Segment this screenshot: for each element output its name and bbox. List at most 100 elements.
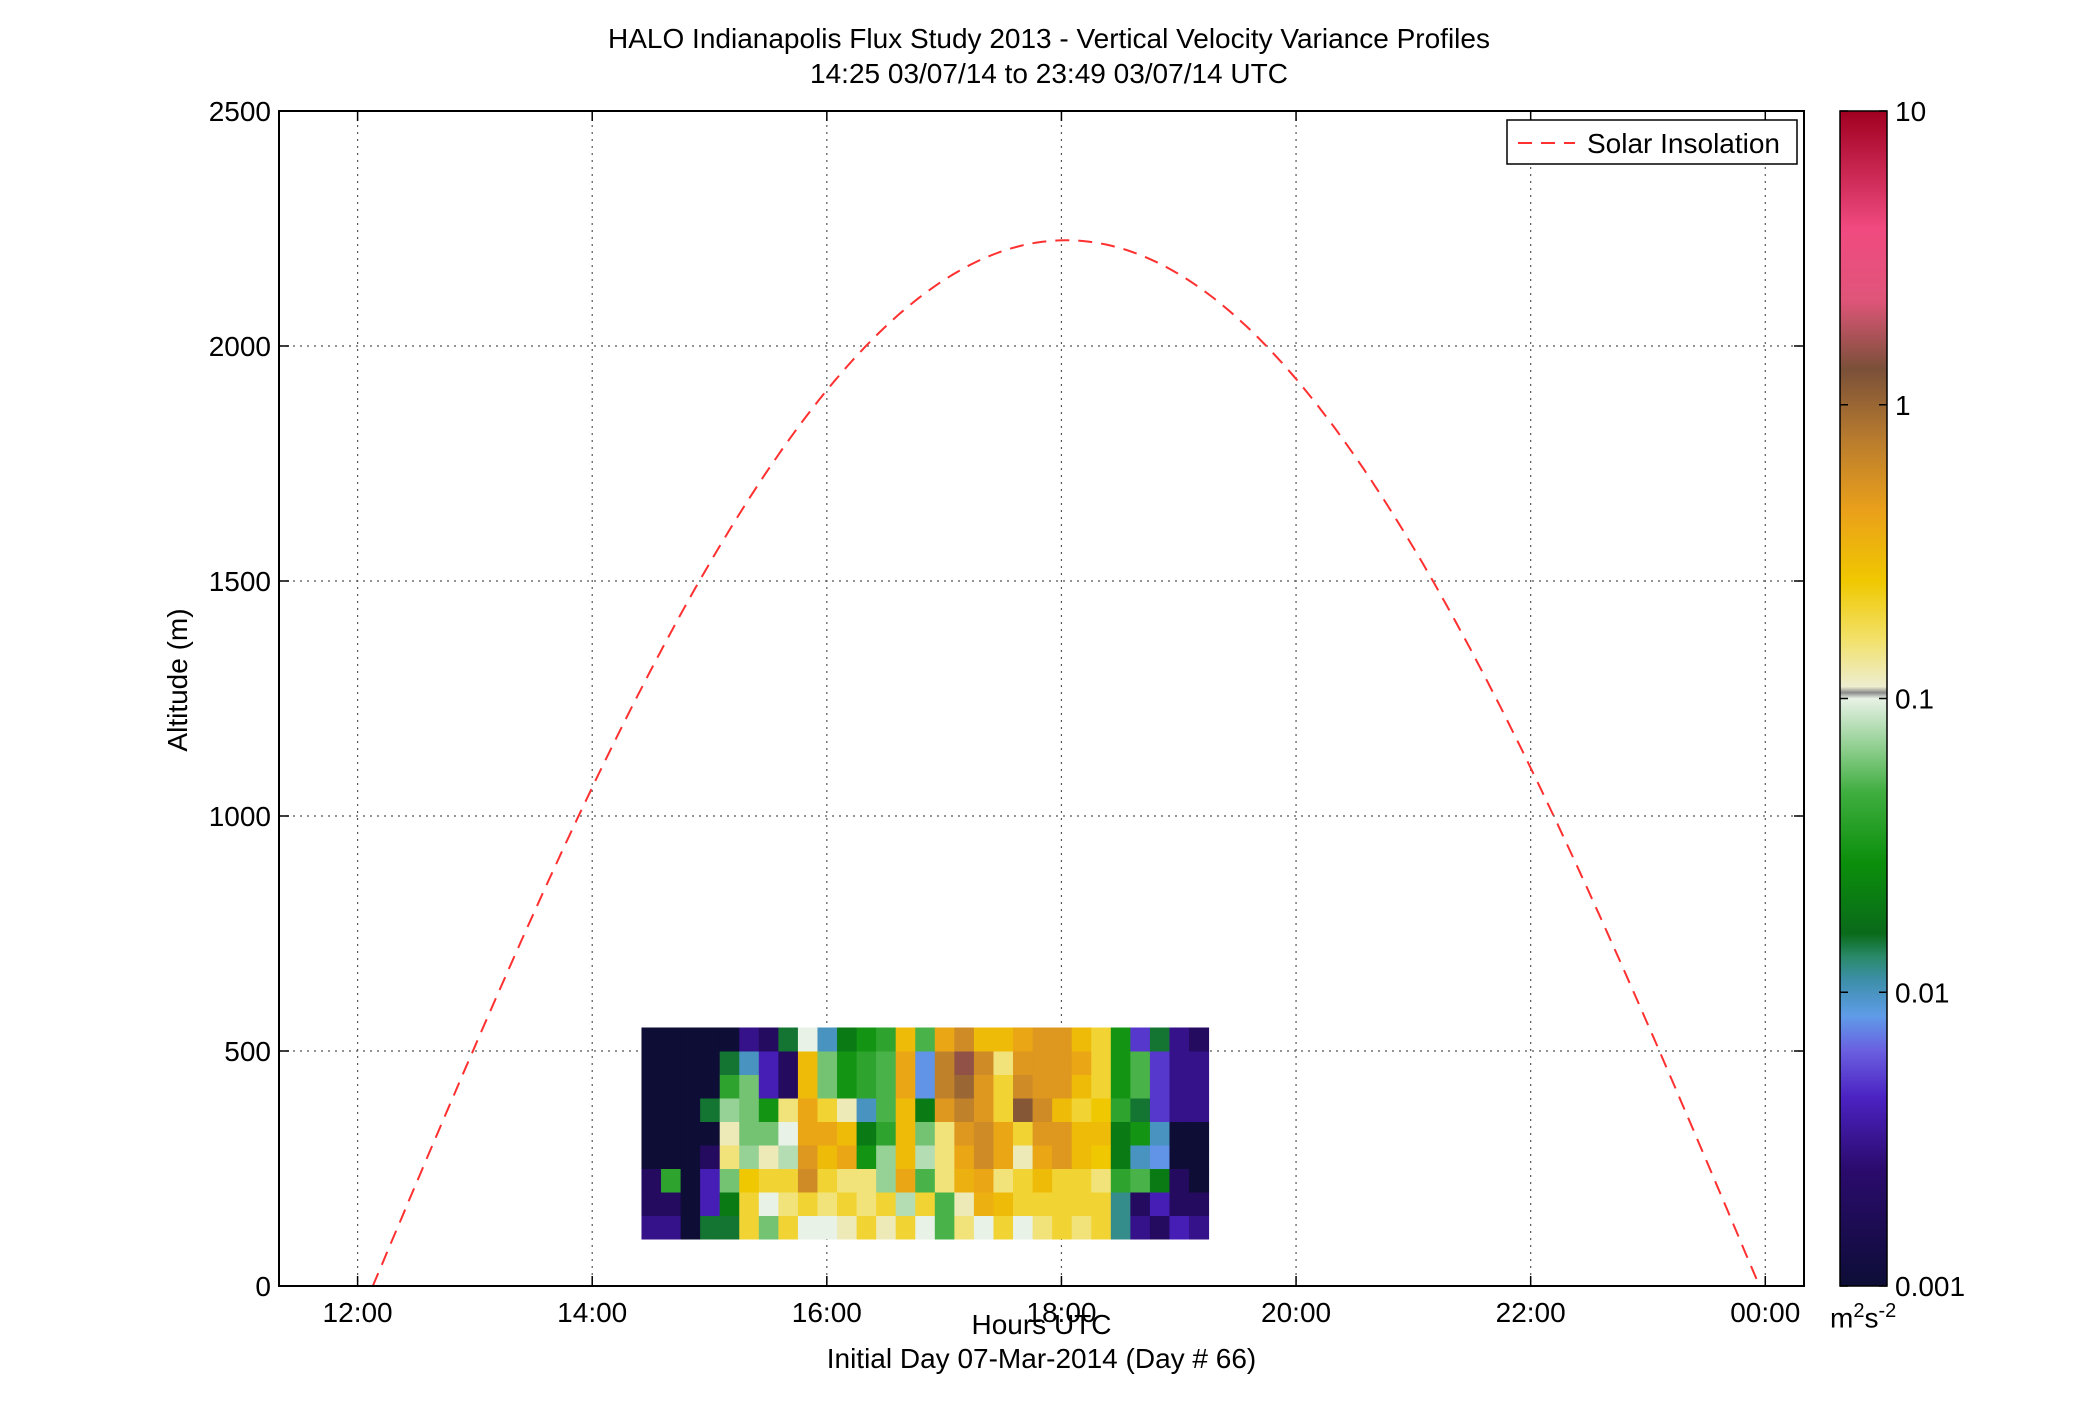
heatmap-cell (797, 1074, 818, 1099)
initial-day-label: Initial Day 07-Mar-2014 (Day # 66) (826, 1343, 1257, 1374)
x-tick-label: 14:00 (557, 1297, 627, 1328)
heatmap-cell (1130, 1051, 1151, 1075)
heatmap-cell (1032, 1098, 1053, 1122)
heatmap-cell (641, 1027, 662, 1052)
heatmap-cell (876, 1215, 897, 1240)
heatmap-cell (758, 1192, 779, 1216)
heatmap-cell (934, 1192, 955, 1216)
heatmap-cell (1052, 1215, 1073, 1240)
heatmap-cell (1091, 1168, 1112, 1193)
heatmap-cell (739, 1215, 760, 1240)
heatmap-cell (680, 1098, 701, 1122)
heatmap-cell (1130, 1215, 1151, 1240)
heatmap-cell (680, 1074, 701, 1099)
heatmap-cell (876, 1027, 897, 1052)
heatmap-cell (758, 1074, 779, 1099)
heatmap-cell (1091, 1192, 1112, 1216)
heatmap-cell (993, 1215, 1014, 1240)
heatmap-cell (1013, 1168, 1034, 1193)
heatmap-cell (1052, 1051, 1073, 1075)
heatmap-cell (1032, 1074, 1053, 1099)
heatmap-cell (1091, 1027, 1112, 1052)
chart-title: HALO Indianapolis Flux Study 2013 - Vert… (608, 23, 1490, 54)
heatmap-cell (1110, 1168, 1131, 1193)
chart-subtitle: 14:25 03/07/14 to 23:49 03/07/14 UTC (810, 58, 1288, 89)
heatmap-cell (934, 1215, 955, 1240)
heatmap-cell (1032, 1215, 1053, 1240)
heatmap-cell (1013, 1121, 1034, 1146)
heatmap-cell (758, 1051, 779, 1075)
heatmap-cell (1052, 1074, 1073, 1099)
heatmap-cell (954, 1168, 975, 1193)
heatmap-cell (1032, 1168, 1053, 1193)
heatmap-cell (993, 1145, 1014, 1169)
heatmap-cell (1013, 1027, 1034, 1052)
heatmap-cell (1071, 1027, 1092, 1052)
heatmap-cell (700, 1051, 721, 1075)
y-tick-label: 1000 (209, 801, 271, 832)
heatmap-cell (1052, 1145, 1073, 1169)
heatmap-cell (973, 1215, 994, 1240)
heatmap-cell (954, 1051, 975, 1075)
heatmap-cell (1149, 1051, 1170, 1075)
heatmap-cell (1130, 1027, 1151, 1052)
heatmap-cell (817, 1098, 838, 1122)
heatmap-cell (1052, 1168, 1073, 1193)
heatmap-cell (876, 1051, 897, 1075)
heatmap-cell (837, 1098, 858, 1122)
heatmap-cell (1032, 1192, 1053, 1216)
heatmap-cell (1149, 1074, 1170, 1099)
heatmap-cell (1189, 1027, 1210, 1052)
heatmap-cell (661, 1145, 682, 1169)
heatmap-cell (719, 1215, 740, 1240)
heatmap-cell (1149, 1027, 1170, 1052)
heatmap-cell (758, 1027, 779, 1052)
legend-box: Solar Insolation (1506, 119, 1798, 165)
heatmap-cell (661, 1192, 682, 1216)
heatmap-cell (1189, 1121, 1210, 1146)
axes: 12:00 14:00 16:00 18:00 20:00 22:00 00:00 0 500 1… (209, 96, 1804, 1328)
heatmap-cell (817, 1051, 838, 1075)
heatmap-cell (954, 1192, 975, 1216)
y-tick-label: 2000 (209, 331, 271, 362)
heatmap-cell (934, 1145, 955, 1169)
heatmap-cell (1169, 1168, 1190, 1193)
heatmap-cell (1110, 1192, 1131, 1216)
heatmap-cell (700, 1215, 721, 1240)
heatmap-cell (954, 1121, 975, 1146)
heatmap-cell (1130, 1168, 1151, 1193)
heatmap-cell (797, 1192, 818, 1216)
heatmap-cell (817, 1121, 838, 1146)
heatmap-cell (993, 1121, 1014, 1146)
heatmap-cell (719, 1192, 740, 1216)
heatmap-cell (954, 1145, 975, 1169)
heatmap-cell (1071, 1051, 1092, 1075)
heatmap-cell (1189, 1145, 1210, 1169)
heatmap-cell (661, 1168, 682, 1193)
heatmap-cell (739, 1192, 760, 1216)
heatmap-cell (797, 1145, 818, 1169)
heatmap-cell (1052, 1027, 1073, 1052)
heatmap-cell (641, 1192, 662, 1216)
heatmap-cell (895, 1145, 916, 1169)
heatmap-cell (1110, 1145, 1131, 1169)
heatmap-cell (641, 1074, 662, 1099)
heatmap-cell (797, 1121, 818, 1146)
heatmap-cell (993, 1051, 1014, 1075)
heatmap-cell (973, 1051, 994, 1075)
heatmap-cell (797, 1098, 818, 1122)
heatmap-cell (797, 1168, 818, 1193)
heatmap-cell (1110, 1027, 1131, 1052)
heatmap-cell (1091, 1121, 1112, 1146)
heatmap-cell (895, 1121, 916, 1146)
heatmap-cell (1071, 1168, 1092, 1193)
heatmap-cell (1149, 1192, 1170, 1216)
heatmap-cell (797, 1215, 818, 1240)
heatmap-cell (739, 1121, 760, 1146)
heatmap-cell (993, 1098, 1014, 1122)
heatmap-cell (856, 1215, 877, 1240)
heatmap-cell (797, 1027, 818, 1052)
heatmap-cell (641, 1168, 662, 1193)
heatmap-cell (1071, 1215, 1092, 1240)
heatmap-cell (1071, 1074, 1092, 1099)
